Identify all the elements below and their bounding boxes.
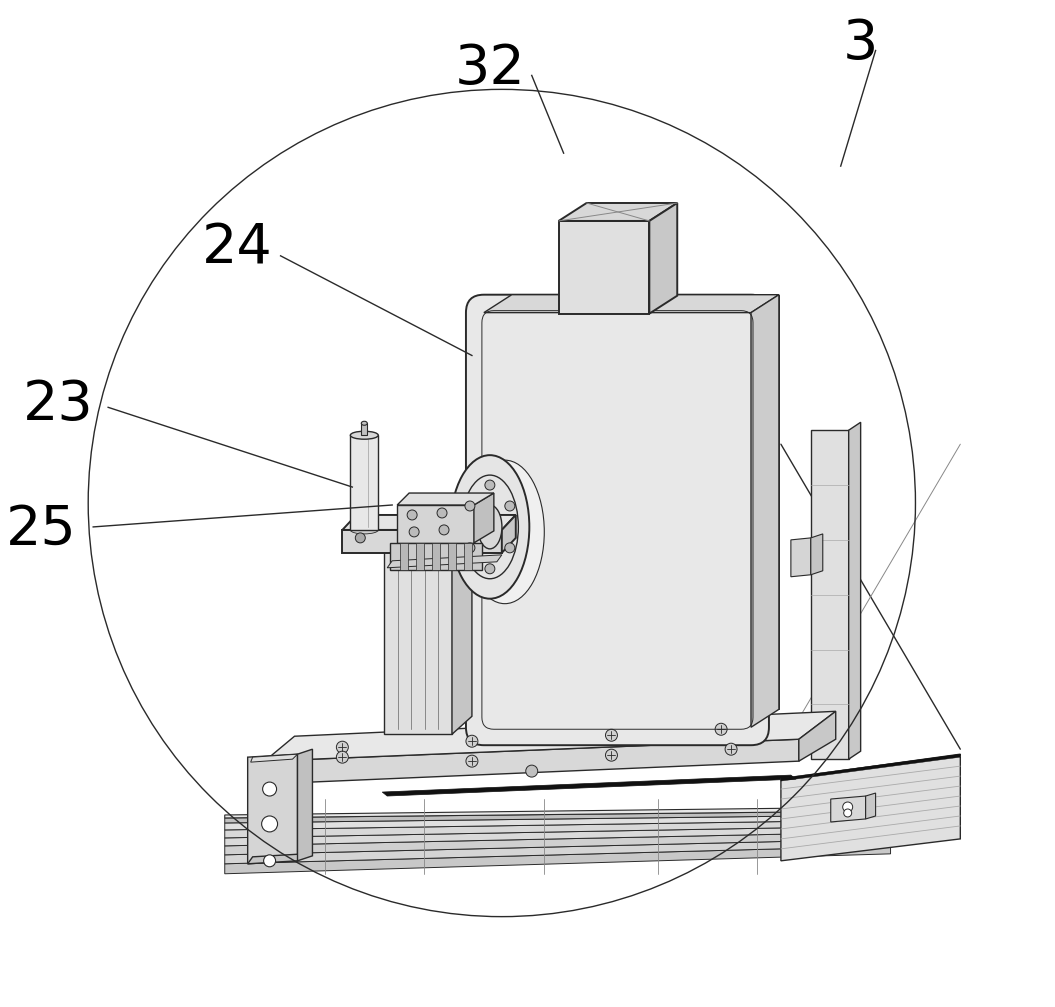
Circle shape [505,543,515,553]
Polygon shape [781,754,960,781]
Polygon shape [811,534,823,575]
Polygon shape [384,548,452,734]
Ellipse shape [478,505,502,549]
Polygon shape [830,796,865,822]
Circle shape [485,480,495,490]
Polygon shape [799,711,836,761]
Circle shape [465,527,475,537]
Polygon shape [225,846,890,874]
Polygon shape [502,515,516,553]
Polygon shape [397,505,474,543]
Circle shape [485,564,495,574]
Circle shape [843,802,852,812]
Polygon shape [225,826,890,846]
Polygon shape [387,555,502,568]
Polygon shape [397,493,494,505]
Circle shape [606,749,617,761]
Text: 32: 32 [455,42,525,97]
Circle shape [465,501,475,511]
Circle shape [439,525,449,535]
Polygon shape [225,811,890,823]
Polygon shape [416,543,424,570]
Circle shape [465,543,475,553]
FancyBboxPatch shape [466,295,769,745]
Circle shape [437,508,447,518]
Polygon shape [265,711,836,761]
Polygon shape [751,295,779,727]
Circle shape [505,501,515,511]
Polygon shape [384,530,472,548]
Circle shape [263,782,276,796]
Ellipse shape [450,455,530,599]
Ellipse shape [350,526,379,534]
Text: 3: 3 [843,16,879,70]
Polygon shape [298,749,312,861]
Circle shape [409,527,419,537]
Circle shape [725,743,737,755]
Polygon shape [484,295,779,312]
Polygon shape [474,493,494,543]
Polygon shape [433,543,440,570]
Polygon shape [781,754,960,861]
Polygon shape [343,515,516,530]
Polygon shape [559,203,677,221]
Circle shape [337,741,348,753]
Polygon shape [343,530,502,553]
Polygon shape [225,832,890,855]
Text: 25: 25 [6,502,77,557]
Polygon shape [225,807,890,818]
Polygon shape [559,221,649,313]
Circle shape [356,533,365,543]
Ellipse shape [350,431,379,439]
Polygon shape [791,538,811,577]
Text: 24: 24 [203,222,273,276]
Polygon shape [390,543,482,570]
Polygon shape [512,295,779,709]
Polygon shape [848,422,861,759]
Text: 23: 23 [23,379,94,432]
Polygon shape [248,754,298,864]
Circle shape [844,809,851,817]
Ellipse shape [361,421,367,425]
Polygon shape [811,430,848,759]
Circle shape [525,765,538,777]
Polygon shape [248,854,305,864]
Polygon shape [865,794,876,819]
Bar [350,435,379,530]
Circle shape [407,510,417,520]
Polygon shape [251,754,298,762]
Polygon shape [225,815,890,830]
Circle shape [262,816,277,832]
Circle shape [715,723,727,735]
Polygon shape [225,839,890,864]
Circle shape [466,755,478,767]
Circle shape [606,729,617,741]
Polygon shape [265,739,799,784]
Polygon shape [448,543,456,570]
Polygon shape [464,543,472,570]
Polygon shape [400,543,408,570]
Circle shape [466,735,478,747]
Circle shape [413,530,422,540]
Polygon shape [225,820,890,838]
Polygon shape [649,203,677,313]
Ellipse shape [465,460,544,603]
Polygon shape [452,530,472,734]
Bar [361,423,367,435]
Circle shape [337,751,348,763]
Circle shape [264,855,275,867]
Polygon shape [382,775,795,796]
